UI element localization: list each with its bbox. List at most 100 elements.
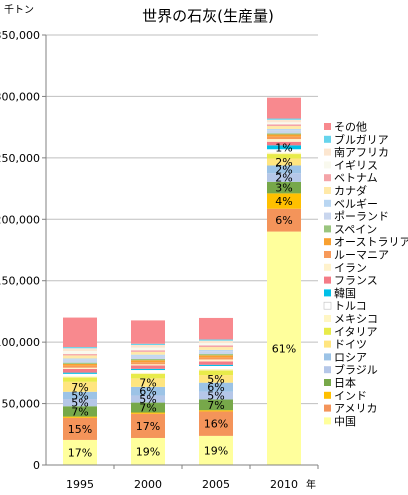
legend-swatch [323,301,332,310]
y-tick-label: 350,000 [0,29,40,42]
legend-swatch [324,315,331,322]
bar-segment [63,363,97,366]
bar-segment [131,343,165,345]
data-label: 5% [207,373,224,386]
bar-segment [199,399,233,411]
data-label: 7% [71,381,88,394]
y-tick-label: 50,000 [2,398,41,411]
bar-segment [267,134,301,137]
legend-swatch [324,161,331,169]
bar-segment [199,317,233,340]
data-label: 1% [275,141,292,154]
bar-segment [267,139,301,142]
x-axis-unit-label: 年 [306,478,316,491]
legend-label: ロシア [334,351,367,364]
bar-segment [63,416,97,418]
bar-segment [63,381,97,392]
legend-label: カナダ [334,184,367,198]
bar-segment [63,399,97,407]
bar-segment [267,133,301,135]
legend-swatch [324,263,331,271]
bar-segment [199,369,233,371]
legend-label: ルーマニア [334,249,389,262]
bar-segment [267,158,301,166]
bar-segment [199,361,233,365]
bar-segment [63,391,97,400]
bar-segment [199,340,233,344]
bar-segment [131,362,165,365]
legend-label: ベルギー [334,197,378,210]
legend-swatch [324,148,331,156]
bar-segment [131,395,165,403]
data-label: 2% [275,156,292,169]
legend-label: 日本 [334,376,356,390]
bar-segment [63,377,97,382]
data-label: 17% [68,446,92,459]
bar-segment [131,373,165,379]
y-tick-label: 150,000 [0,275,40,288]
bar-segment [267,181,301,194]
legend-swatch [324,404,331,412]
legend-label: 南アフリカ [334,146,389,159]
legend-label: ポーランド [334,210,389,223]
bar-segment [131,320,165,344]
bar-segment [267,154,301,159]
legend-swatch [324,174,331,182]
bar-segment [63,373,97,377]
bar-segment [131,402,165,413]
legend-label: オーストラリア [334,236,408,249]
data-label: 5% [207,390,224,403]
bar-segment [267,173,301,182]
bar-segment [267,118,301,120]
bar-segment [199,359,233,362]
legend: その他ブルガリア南アフリカイギリスベトナムカナダベルギーポーランドスペインオース… [323,121,408,428]
bar-segment [199,370,233,376]
x-tick-label: 2000 [134,478,162,491]
y-tick-label: 200,000 [0,213,40,226]
bar-segment [131,386,165,396]
bar-segment [199,391,233,400]
bar-segment [199,355,233,358]
legend-label: ブルガリア [334,132,389,146]
legend-swatch [324,353,331,361]
data-label: 6% [139,385,156,398]
data-label: 19% [136,445,160,458]
legend-swatch [324,340,331,348]
data-label: 7% [71,405,88,418]
data-label: 17% [136,420,160,433]
legend-swatch [324,417,331,425]
bar-segment [267,119,301,123]
legend-label: イラン [334,261,367,274]
bar-segment [63,348,97,351]
bar-segment [131,364,165,366]
legend-label: メキシコ [334,313,378,326]
data-label: 16% [204,418,228,431]
bar-segment [63,317,97,348]
data-label: 5% [139,393,156,406]
data-label: 5% [71,389,88,402]
data-label: 5% [71,397,88,410]
bar-segment [131,378,165,387]
bar-segment [63,417,97,440]
bar-segment [63,368,97,373]
bar-segment [131,372,165,374]
bar-segment [131,354,165,356]
bar-segment [131,344,165,348]
bar-segment [63,347,97,349]
bar-segment [199,375,233,383]
bar-segment [267,141,301,146]
legend-swatch [324,379,331,386]
data-label: 2% [275,163,292,176]
bar-segment [267,124,301,127]
x-axis-ticks: 1995 2000 2005 2010 [66,465,319,491]
bar-segment [63,359,97,363]
bar-segment [267,130,301,134]
bar-segment [267,231,301,465]
data-label: 7% [139,402,156,415]
bar-segment [267,165,301,174]
legend-label: イタリア [334,325,378,338]
bar-segment [199,357,233,360]
y-tick-label: 250,000 [0,152,40,165]
bar-segment [267,149,301,153]
